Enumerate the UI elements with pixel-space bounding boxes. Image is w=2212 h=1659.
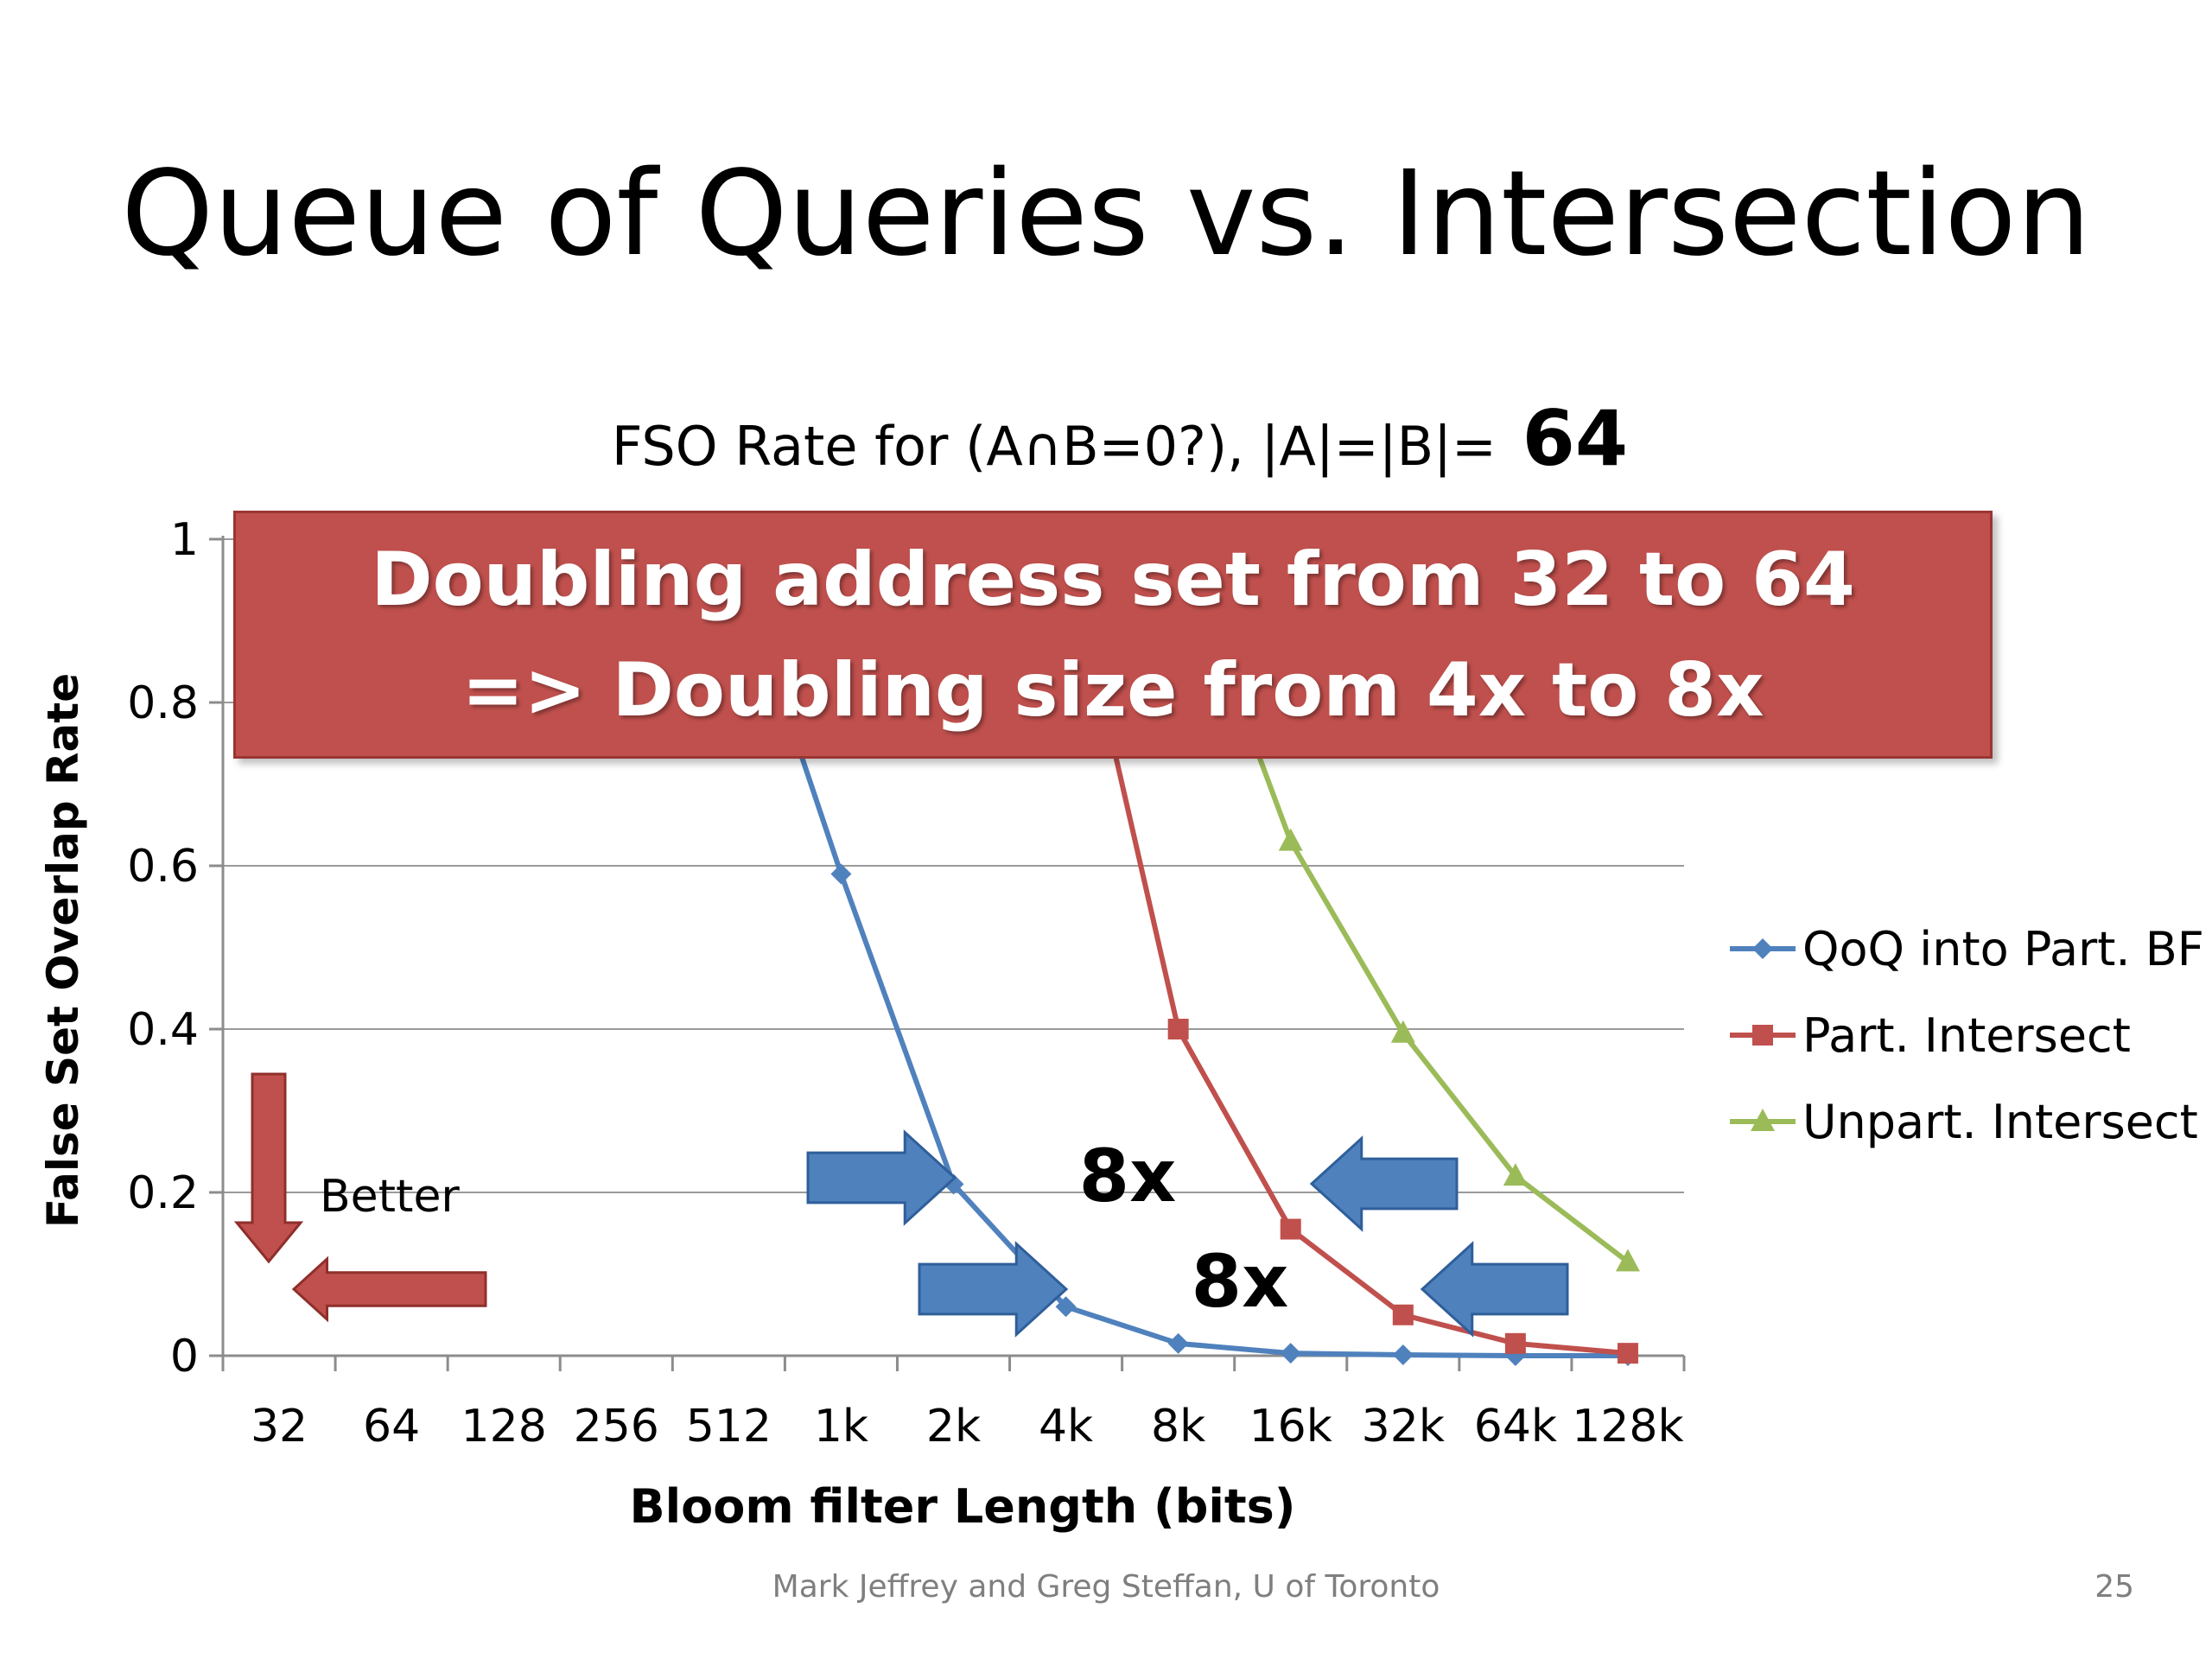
x-tick-label: 4k — [1039, 1401, 1093, 1452]
data-point — [1278, 828, 1303, 851]
y-tick-label: 0.8 — [127, 677, 199, 729]
data-point — [1280, 1343, 1301, 1364]
x-tick-label: 16k — [1249, 1401, 1332, 1452]
x-tick-label: 64k — [1474, 1401, 1557, 1452]
chart-title-prefix: FSO Rate for (A∩B=0?), |A|=|B|= — [612, 415, 1497, 479]
gap-arrow-left-bottom — [1420, 1241, 1569, 1338]
data-point — [1280, 1218, 1301, 1240]
x-tick-label: 8k — [1151, 1401, 1205, 1452]
y-tick-label: 0.4 — [127, 1004, 199, 1056]
x-tick-label: 128k — [1572, 1401, 1683, 1452]
data-point — [1615, 1249, 1640, 1272]
legend-marker — [1752, 938, 1773, 959]
legend-marker — [1751, 1109, 1775, 1131]
legend-marker — [1752, 1025, 1773, 1046]
callout-line-1: Doubling address set from 32 to 64 — [371, 536, 1855, 623]
gap-arrow-right-top — [806, 1129, 957, 1226]
x-tick-label: 512 — [686, 1401, 772, 1452]
x-tick-label: 1k — [814, 1401, 868, 1452]
gap-label-top: 8x — [1079, 1134, 1177, 1218]
legend-label: Unpart. Intersect — [1802, 1095, 2198, 1149]
gap-label-bottom: 8x — [1192, 1239, 1289, 1324]
legend-item-1: QoQ into Part. BF — [1730, 922, 2204, 976]
x-tick-label: 32k — [1362, 1401, 1445, 1452]
data-point — [1167, 1019, 1189, 1039]
gap-arrow-left-top — [1309, 1135, 1459, 1232]
x-tick-label: 64 — [363, 1401, 420, 1452]
legend-item-3: Unpart. Intersect — [1730, 1095, 2198, 1149]
callout-line-2: => Doubling size from 4x to 8x — [461, 646, 1764, 734]
data-point — [1503, 1163, 1528, 1186]
data-point — [1504, 1332, 1526, 1354]
data-point — [1392, 1304, 1414, 1325]
better-arrow-down — [233, 1072, 304, 1264]
axes: 0 0.2 0.4 0.6 0.8 1 32 64 128 256 512 1k 2k 4k 8k 16k 32… — [127, 514, 1686, 1452]
x-tick-label: 128 — [461, 1401, 547, 1452]
data-point — [1167, 1332, 1189, 1354]
slide-title: Queue of Queries vs. Intersection — [121, 146, 2091, 283]
better-label: Better — [320, 1171, 460, 1223]
data-point — [830, 863, 852, 885]
x-tick-label: 32 — [251, 1401, 308, 1452]
chart-title-emphasis: 64 — [1522, 394, 1628, 483]
legend: QoQ into Part. BF Part. Intersect Unpart. … — [1730, 922, 2204, 1149]
page-number: 25 — [2094, 1569, 2134, 1605]
data-point — [1617, 1343, 1638, 1364]
data-point — [1055, 1296, 1077, 1318]
footer-credit: Mark Jeffrey and Greg Steffan, U of Toro… — [772, 1569, 1440, 1605]
better-arrow-left — [291, 1255, 487, 1323]
y-tick-label: 0 — [170, 1331, 199, 1382]
x-axis-label: Bloom filter Length (bits) — [629, 1479, 1295, 1534]
callout-box: Doubling address set from 32 to 64 => Do… — [233, 511, 1993, 759]
y-tick-label: 1 — [170, 514, 199, 566]
data-point — [1390, 1020, 1415, 1043]
legend-item-2: Part. Intersect — [1730, 1008, 2131, 1063]
legend-label: QoQ into Part. BF — [1802, 922, 2204, 976]
y-axis-label: False Set Overlap Rate — [38, 673, 88, 1228]
data-point — [1392, 1344, 1414, 1366]
gap-arrow-right-bottom — [918, 1241, 1069, 1338]
x-tick-label: 256 — [574, 1401, 659, 1452]
chart-title: FSO Rate for (A∩B=0?), |A|=|B|= 64 — [612, 394, 1628, 483]
y-tick-label: 0.6 — [127, 841, 199, 893]
x-tick-label: 2k — [926, 1401, 981, 1452]
y-tick-label: 0.2 — [127, 1167, 199, 1219]
legend-label: Part. Intersect — [1802, 1008, 2131, 1063]
